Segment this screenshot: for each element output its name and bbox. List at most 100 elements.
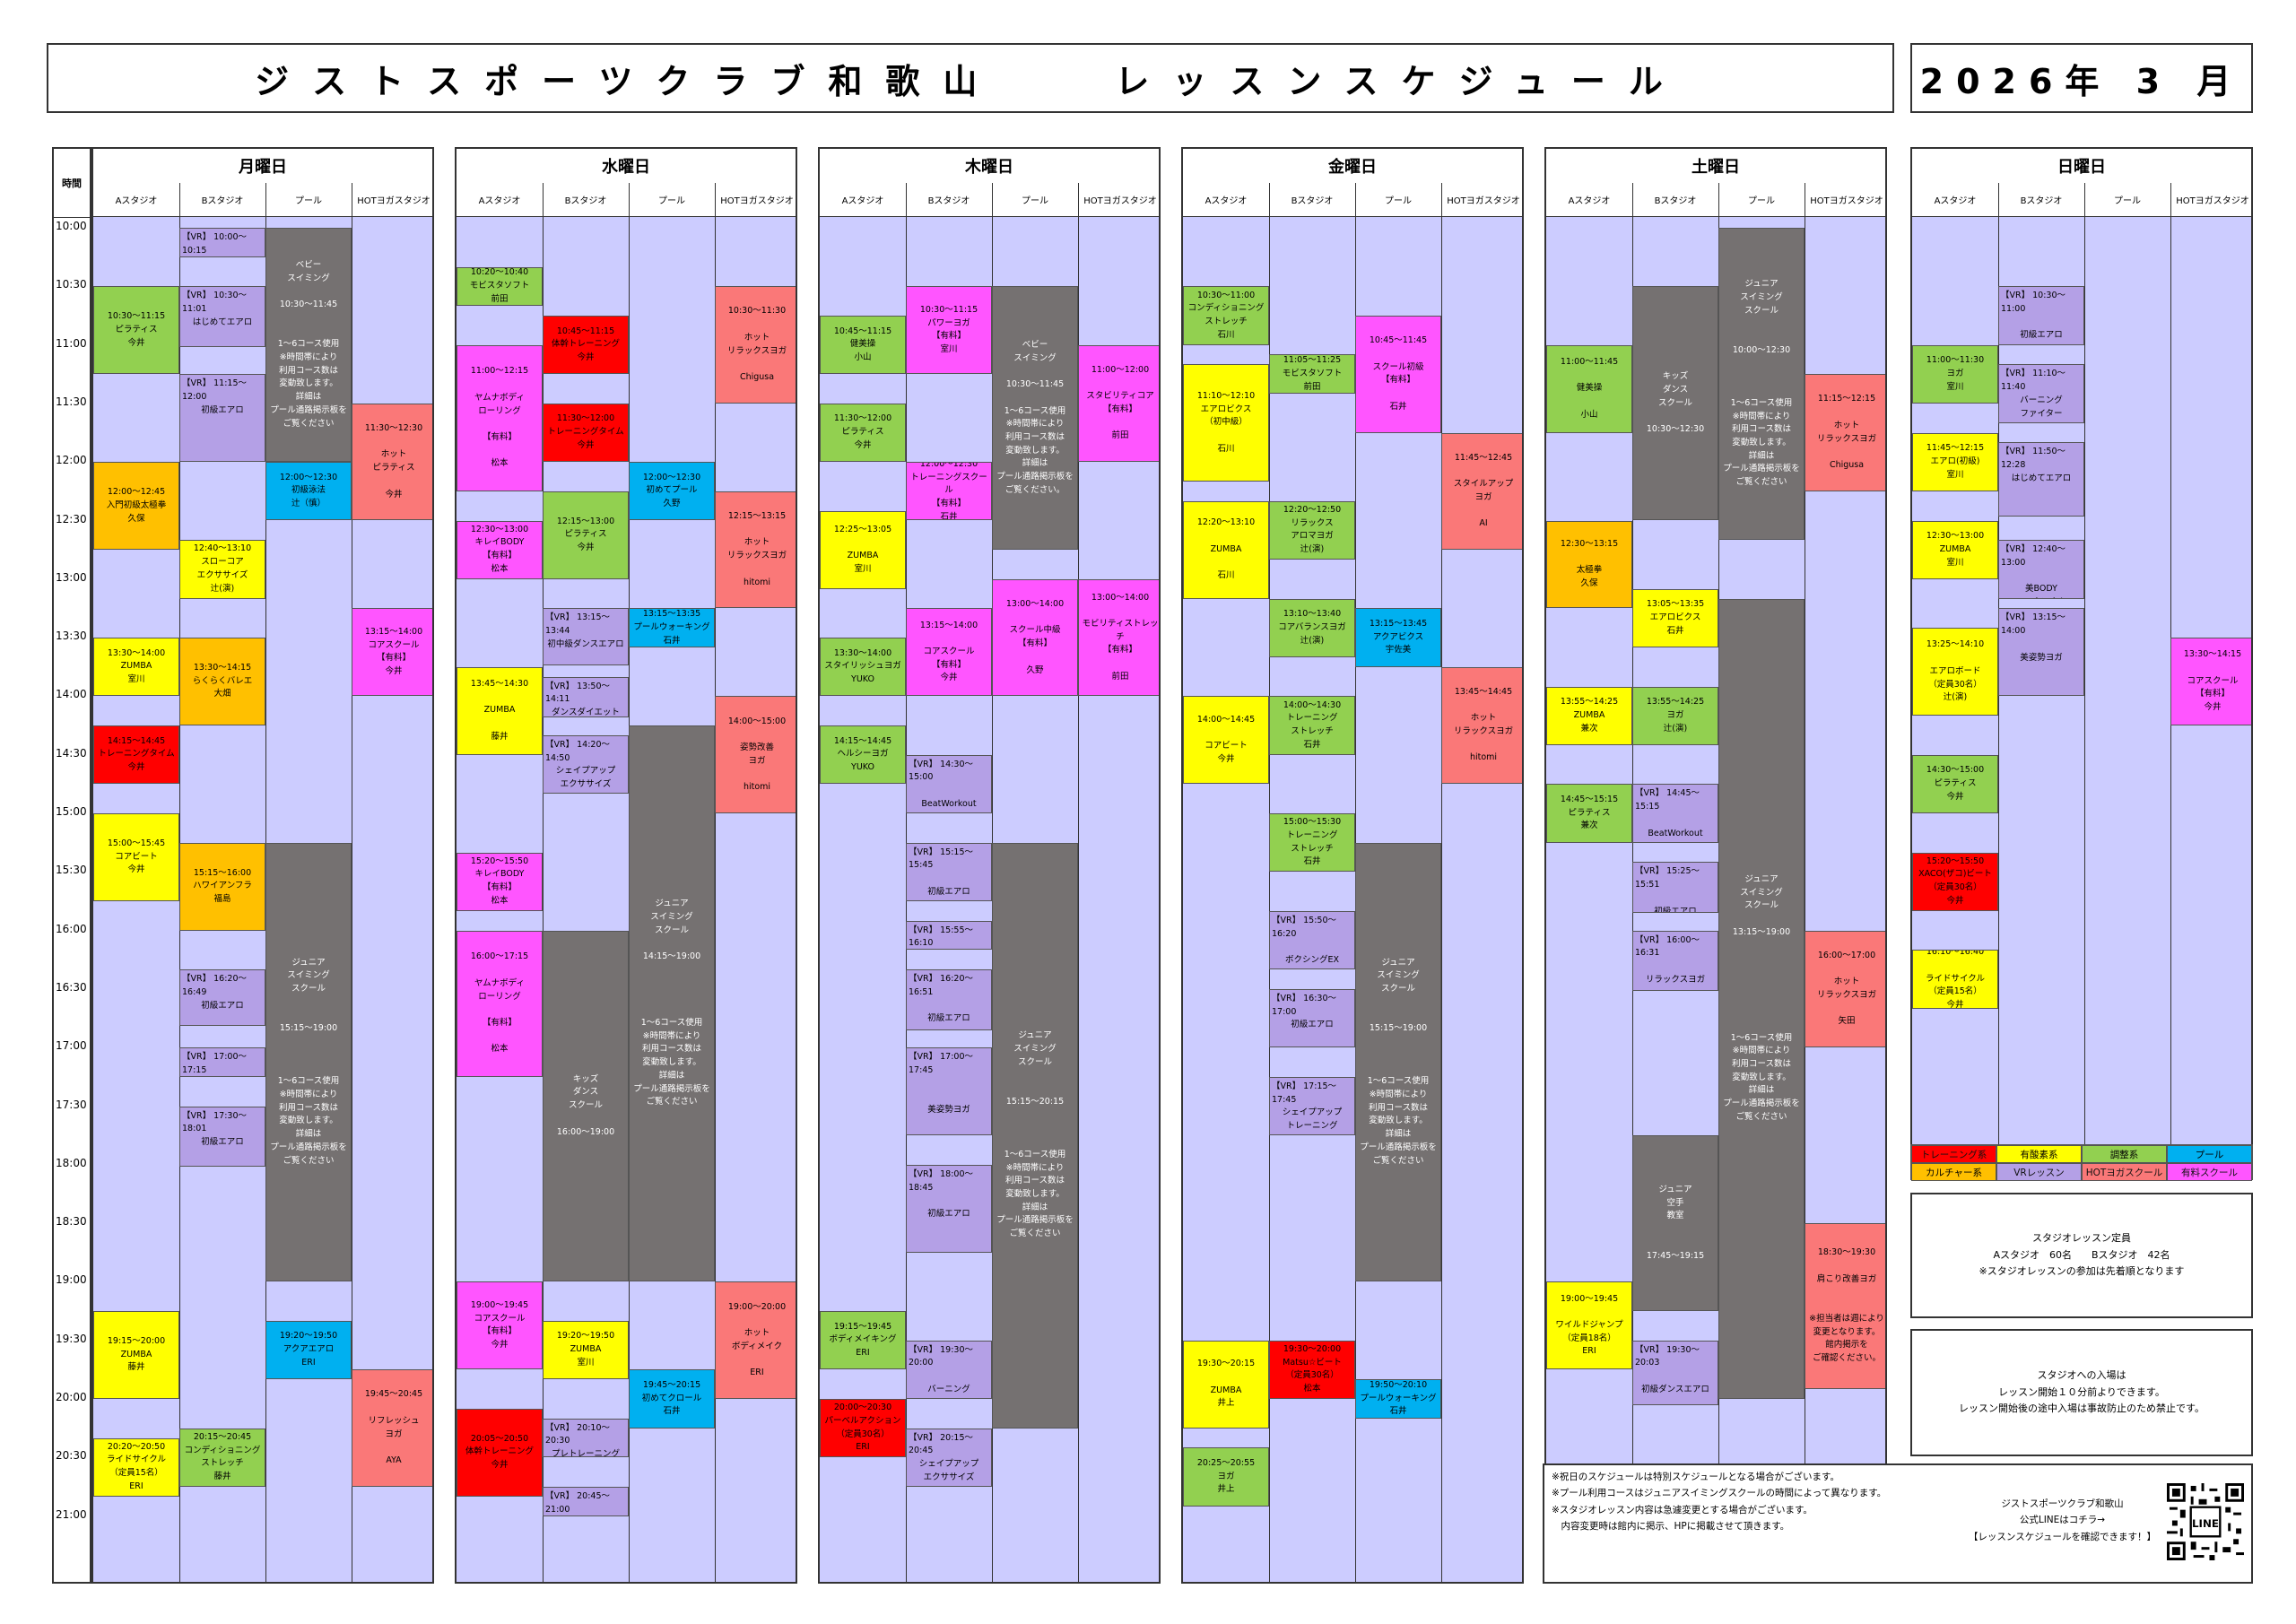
lesson-block[interactable]: キッズ ダンス スクール 10:30～12:30 bbox=[1632, 286, 1718, 521]
lesson-block[interactable]: 10:30～11:30 ホット リラックスヨガ Chigusa bbox=[715, 286, 796, 404]
lesson-block[interactable]: 【VR】 15:25～15:51 初級エアロ bbox=[1632, 862, 1718, 913]
lesson-block[interactable]: 【VR】 16:20～16:49 初級エアロ bbox=[179, 969, 265, 1027]
lesson-block[interactable]: 12:00～12:30 初級泳法 辻（慎） bbox=[265, 462, 352, 521]
lesson-block[interactable]: 13:55～14:25 ヨガ 辻(演) bbox=[1632, 686, 1718, 745]
lesson-block[interactable]: 10:45～11:45 スクール初級 【有料】 石井 bbox=[1355, 315, 1441, 433]
lesson-block[interactable]: 16:00～17:15 ヤムナボディ ローリング 【有料】 松本 bbox=[457, 930, 543, 1077]
lesson-block[interactable]: ジュニア スイミング スクール 15:15～19:00 1～6コース使用 ※時間帯によ… bbox=[1355, 842, 1441, 1282]
lesson-block[interactable]: 14:00～14:30 トレーニング ストレッチ 石井 bbox=[1269, 696, 1355, 755]
lesson-block[interactable]: キッズ ダンス スクール 16:00～19:00 bbox=[543, 930, 629, 1282]
lesson-block[interactable]: 11:45～12:15 エアロ(初級) 室川 bbox=[1912, 432, 1998, 491]
lesson-block[interactable]: 11:30～12:30 ホット ピラティス 今井 bbox=[352, 403, 432, 521]
lesson-block[interactable]: 【VR】 17:15～17:45 シェイプアップ トレーニング bbox=[1269, 1076, 1355, 1136]
lesson-block[interactable]: 【VR】 10:00～10:15コアトレピラティス bbox=[179, 228, 265, 257]
lesson-block[interactable]: 12:00～12:30 初めてプール 久野 bbox=[629, 462, 715, 521]
lesson-block[interactable]: ジュニア スイミング スクール 15:15～20:15 1～6コース使用 ※時間帯によ… bbox=[992, 842, 1078, 1429]
lesson-block[interactable]: 14:45～15:15 ピラティス 兼次 bbox=[1546, 784, 1632, 843]
lesson-block[interactable]: 【VR】 20:15～20:45 シェイプアップ エクササイズ bbox=[906, 1428, 992, 1487]
lesson-block[interactable]: 12:15～13:00 ピラティス 今井 bbox=[543, 491, 629, 579]
lesson-block[interactable]: 12:30～13:00 ZUMBA 室川 bbox=[1912, 520, 1998, 579]
lesson-block[interactable]: 11:30～12:00 ピラティス 今井 bbox=[820, 403, 906, 463]
lesson-block[interactable]: 【VR】 14:45～15:15 BeatWorkout bbox=[1632, 784, 1718, 843]
lesson-block[interactable]: 19:00～19:45 ワイルドジャンプ （定員18名） ERI bbox=[1546, 1281, 1632, 1370]
lesson-block[interactable]: 13:30～14:00 スタイリッシュヨガ YUKO bbox=[820, 638, 906, 697]
lesson-block[interactable]: 15:00～15:30 トレーニング ストレッチ 石井 bbox=[1269, 813, 1355, 873]
lesson-block[interactable]: 【VR】 16:00～16:31 リラックスヨガ bbox=[1632, 930, 1718, 992]
lesson-block[interactable]: 13:30～14:15 コアスクール 【有料】 今井 bbox=[2170, 638, 2251, 726]
lesson-block[interactable]: 20:20～20:50 ライドサイクル （定員15名） ERI bbox=[93, 1437, 179, 1497]
lesson-block[interactable]: ジュニア スイミング スクール 14:15～19:00 1～6コース使用 ※時間帯によ… bbox=[629, 725, 715, 1282]
lesson-block[interactable]: 【VR】 14:20～14:50 シェイプアップ エクササイズ bbox=[543, 734, 629, 795]
lesson-block[interactable]: ベビー スイミング 10:30～11:45 1～6コース使用 ※時間帯により 利用コー… bbox=[992, 286, 1078, 551]
lesson-block[interactable]: 19:15～19:45 ボディメイキング ERI bbox=[820, 1311, 906, 1370]
lesson-block[interactable]: 15:20～15:50 XACO(ザコ)ビート （定員30名） 今井 bbox=[1912, 852, 1998, 911]
lesson-block[interactable]: 15:15～16:00 ハワイアンフラ 福島 bbox=[179, 842, 265, 931]
lesson-block[interactable]: 12:25～13:05 ZUMBA 室川 bbox=[820, 510, 906, 589]
lesson-block[interactable]: 【VR】 10:30～11:00 初級エアロ bbox=[1998, 286, 2084, 345]
lesson-block[interactable]: 19:30～20:15 ZUMBA 井上 bbox=[1183, 1340, 1269, 1429]
lesson-block[interactable]: ベビー スイミング 10:30～11:45 1～6コース使用 ※時間帯により 利用コー… bbox=[265, 228, 352, 463]
lesson-block[interactable]: 11:30～12:00 トレーニングタイム 今井 bbox=[543, 403, 629, 463]
lesson-block[interactable]: 【VR】 17:00～17:45 美姿勢ヨガ bbox=[906, 1047, 992, 1136]
lesson-block[interactable]: 【VR】 13:15～13:44 初中級ダンスエアロ bbox=[543, 608, 629, 665]
lesson-block[interactable]: 15:20～15:50 キレイBODY 【有料】 松本 bbox=[457, 852, 543, 911]
lesson-block[interactable]: 13:00～14:00 モビリティストレッチ 【有料】 前田 bbox=[1078, 578, 1159, 697]
lesson-block[interactable]: 【VR】 19:30～20:03 初級ダンスエアロ bbox=[1632, 1340, 1718, 1405]
lesson-block[interactable]: 13:25～14:10 エアロボード （定員30名） 辻(演) bbox=[1912, 628, 1998, 716]
lesson-block[interactable]: 19:15～20:00 ZUMBA 藤井 bbox=[93, 1311, 179, 1399]
lesson-block[interactable]: 19:45～20:15 初めてクロール 石井 bbox=[629, 1369, 715, 1429]
lesson-block[interactable]: 12:00～12:45 入門初級太極拳 久保 bbox=[93, 462, 179, 551]
lesson-block[interactable]: 20:15～20:45 コンディショニング ストレッチ 藤井 bbox=[179, 1428, 265, 1487]
lesson-block[interactable]: 13:05～13:35 エアロビクス 石井 bbox=[1632, 588, 1718, 647]
lesson-block[interactable]: 11:15～12:15 ホット リラックスヨガ Chigusa bbox=[1805, 374, 1885, 491]
lesson-block[interactable]: 14:15～14:45 トレーニングタイム 今井 bbox=[93, 725, 179, 785]
lesson-block[interactable]: 10:30～11:15 パワーヨガ 【有料】 室川 bbox=[906, 286, 992, 375]
lesson-block[interactable]: 11:00～12:15 ヤムナボディ ローリング 【有料】 松本 bbox=[457, 344, 543, 491]
lesson-block[interactable]: 12:15～13:15 ホット リラックスヨガ hitomi bbox=[715, 491, 796, 609]
lesson-block[interactable]: 【VR】 11:10～11:40 バーニング ファイター bbox=[1998, 364, 2084, 423]
lesson-block[interactable]: ジュニア スイミング スクール 13:15～19:00 1～6コース使用 ※時間帯によ… bbox=[1718, 598, 1805, 1399]
lesson-block[interactable]: 13:00～14:00 スクール中級 【有料】 久野 bbox=[992, 578, 1078, 697]
lesson-block[interactable]: 14:15～14:45 ヘルシーヨガ YUKO bbox=[820, 725, 906, 785]
lesson-block[interactable]: 12:20～13:10 ZUMBA 石川 bbox=[1183, 500, 1269, 599]
lesson-block[interactable]: 【VR】 13:50～14:11 ダンスダイエット bbox=[543, 676, 629, 718]
lesson-block[interactable]: 19:20～19:50 アクアエアロ ERI bbox=[265, 1320, 352, 1380]
lesson-block[interactable]: 13:30～14:15 らくらくバレエ 大畑 bbox=[179, 638, 265, 726]
lesson-block[interactable]: 20:00～20:30 パーベルアクション （定員30名） ERI bbox=[820, 1399, 906, 1458]
line-link-text[interactable]: 公式LINEはコチラ→ bbox=[2019, 1515, 2106, 1526]
line-qr-code[interactable]: LINE bbox=[2167, 1483, 2244, 1560]
lesson-block[interactable]: 15:00～15:45 コアビート 今井 bbox=[93, 813, 179, 901]
lesson-block[interactable]: 【VR】 12:40～13:00 美BODYワークアウト bbox=[1998, 540, 2084, 599]
lesson-block[interactable]: 13:45～14:30 ZUMBA 藤井 bbox=[457, 666, 543, 755]
lesson-block[interactable]: 13:10～13:40 コアバランスヨガ 辻(演) bbox=[1269, 598, 1355, 657]
lesson-block[interactable]: 14:00～14:45 コアビート 今井 bbox=[1183, 696, 1269, 785]
lesson-block[interactable]: ジュニア スイミング スクール 10:00～12:30 1～6コース使用 ※時間帯によ… bbox=[1718, 228, 1805, 541]
lesson-block[interactable]: 12:20～12:50 リラックス アロマヨガ 辻(演) bbox=[1269, 500, 1355, 560]
lesson-block[interactable]: 12:40～13:10 スローコア エクササイズ 辻(演) bbox=[179, 540, 265, 599]
lesson-block[interactable]: 18:30～19:30 肩こり改善ヨガ ※担当者は週により 変更となります。 館内掲… bbox=[1805, 1223, 1885, 1390]
lesson-block[interactable]: 11:00～12:00 スタビリティコア 【有料】 前田 bbox=[1078, 344, 1159, 463]
lesson-block[interactable]: 【VR】 15:55～16:10ピラティス bbox=[906, 920, 992, 951]
lesson-block[interactable]: 【VR】 10:30～11:01 はじめてエアロ bbox=[179, 286, 265, 347]
lesson-block[interactable]: 【VR】 14:30～15:00 BeatWorkout bbox=[906, 754, 992, 813]
lesson-block[interactable]: 【VR】 11:50～12:28 はじめてエアロ bbox=[1998, 442, 2084, 517]
lesson-block[interactable]: 16:10～16:40 ライドサイクル （定員15名） 今井 bbox=[1912, 950, 1998, 1009]
lesson-block[interactable]: 11:00～11:30 ヨガ 室川 bbox=[1912, 344, 1998, 404]
lesson-block[interactable]: 10:45～11:15 健美操 小山 bbox=[820, 315, 906, 375]
lesson-block[interactable]: 【VR】 13:15～14:00 美姿勢ヨガ bbox=[1998, 608, 2084, 697]
lesson-block[interactable]: 【VR】 11:15～12:00 初級エアロ bbox=[179, 374, 265, 463]
lesson-block[interactable]: 19:45～20:45 リフレッシュ ヨガ AYA bbox=[352, 1369, 432, 1487]
lesson-block[interactable]: 【VR】 16:30～17:00 初級エアロ bbox=[1269, 988, 1355, 1048]
lesson-block[interactable]: 19:30～20:00 Matsu☆ビート （定員30名） 松本 bbox=[1269, 1340, 1355, 1399]
lesson-block[interactable]: 20:05～20:50 体幹トレーニング 今井 bbox=[457, 1408, 543, 1497]
lesson-block[interactable]: 12:30～13:15 太極拳 久保 bbox=[1546, 520, 1632, 609]
lesson-block[interactable]: 19:00～19:45 コアスクール 【有料】 今井 bbox=[457, 1281, 543, 1370]
lesson-block[interactable]: 11:45～12:45 スタイルアップ ヨガ AI bbox=[1441, 432, 1522, 551]
lesson-block[interactable]: 【VR】 20:45～21:00コアトレピラティス bbox=[543, 1486, 629, 1516]
lesson-block[interactable]: 16:00～17:00 ホット リラックスヨガ 矢田 bbox=[1805, 930, 1885, 1048]
lesson-block[interactable]: 10:30～11:00 コンディショニング ストレッチ 石川 bbox=[1183, 286, 1269, 345]
lesson-block[interactable]: 13:45～14:45 ホット リラックスヨガ hitomi bbox=[1441, 666, 1522, 785]
lesson-block[interactable]: 10:20～10:40 モビスタソフト 前田 bbox=[457, 266, 543, 307]
lesson-block[interactable]: 【VR】 18:00～18:45 初級エアロ bbox=[906, 1164, 992, 1253]
